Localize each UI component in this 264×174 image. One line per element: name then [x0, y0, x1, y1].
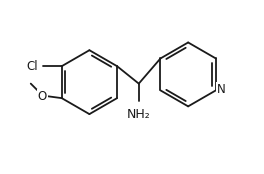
Text: O: O: [38, 90, 47, 103]
Text: NH₂: NH₂: [127, 108, 151, 121]
Text: N: N: [217, 83, 225, 96]
Text: Cl: Cl: [26, 60, 37, 73]
